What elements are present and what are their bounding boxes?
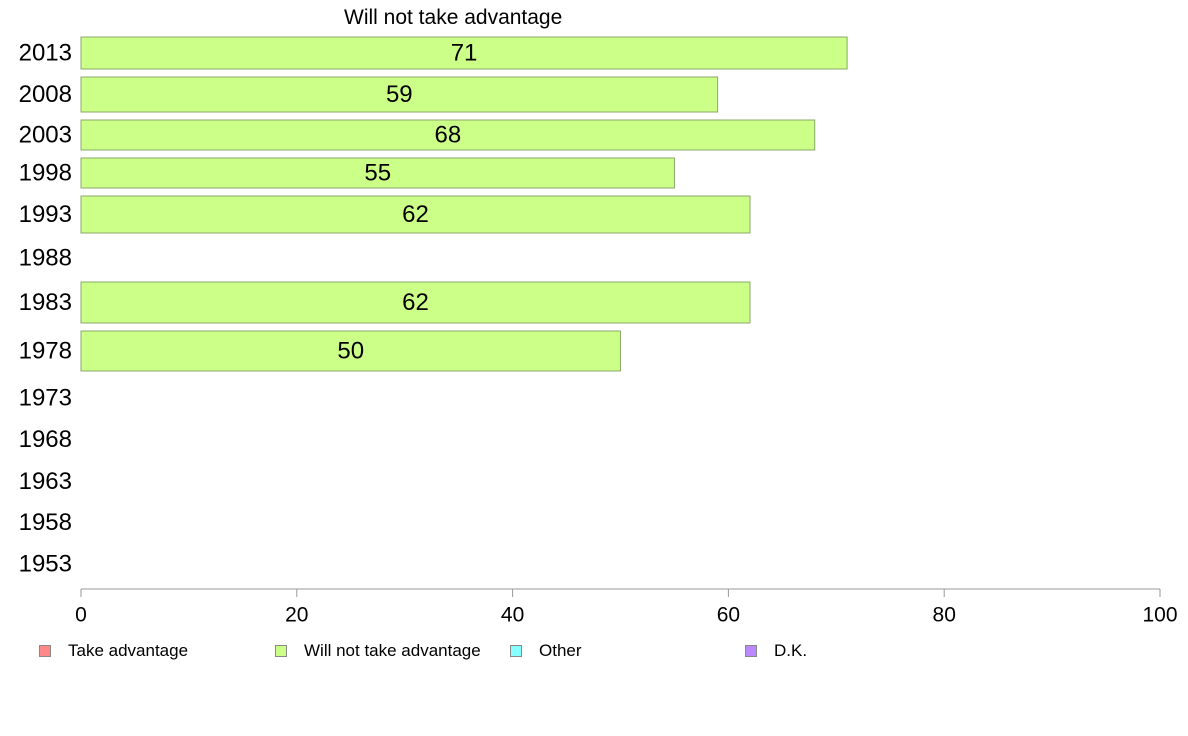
bar-1983: [80, 281, 751, 324]
y-tick-label-1978: 1978: [19, 338, 72, 365]
bar-2008: [80, 76, 719, 113]
bar-1993: [80, 195, 751, 234]
legend: Take advantage Will not take advantage O…: [0, 641, 1188, 665]
y-tick-label-1993: 1993: [19, 201, 72, 228]
bar-2003: [80, 119, 816, 151]
y-tick-label-2008: 2008: [19, 81, 72, 108]
legend-label-other: Other: [539, 641, 582, 660]
bar-1998: [80, 157, 675, 189]
legend-label-take-advantage: Take advantage: [68, 641, 189, 660]
y-tick-label-1953: 1953: [19, 551, 72, 578]
legend-item-other: Other: [510, 641, 582, 661]
legend-label-dk: D.K.: [774, 641, 808, 660]
y-tick-label-2003: 2003: [19, 122, 72, 149]
x-tick-label-40: 40: [501, 604, 524, 627]
chart-title: Will not take advantage: [344, 6, 563, 29]
y-tick-label-1983: 1983: [19, 289, 72, 316]
legend-item-dk: D.K.: [745, 641, 807, 661]
bar-1978: [80, 330, 621, 372]
y-tick-label-1958: 1958: [19, 509, 72, 536]
data-label-1983: 62: [402, 289, 429, 316]
data-label-2003: 68: [435, 122, 462, 149]
data-label-2013: 71: [451, 40, 478, 67]
data-label-1998: 55: [364, 160, 391, 187]
x-tick-label-60: 60: [717, 604, 740, 627]
legend-label-will-not-take-advantage: Will not take advantage: [304, 641, 481, 660]
y-tick-label-1998: 1998: [19, 160, 72, 187]
legend-swatch-take-advantage: [39, 645, 51, 657]
legend-item-take-advantage: Take advantage: [39, 641, 188, 661]
y-tick-label-2013: 2013: [19, 40, 72, 67]
y-tick-label-1968: 1968: [19, 426, 72, 453]
y-tick-label-1988: 1988: [19, 245, 72, 272]
data-label-1978: 50: [337, 338, 364, 365]
bar-2013: [80, 36, 848, 70]
data-label-1993: 62: [402, 201, 429, 228]
legend-item-will-not-take-advantage: Will not take advantage: [275, 641, 481, 661]
legend-swatch-other: [510, 645, 522, 657]
y-tick-label-1963: 1963: [19, 468, 72, 495]
y-tick-label-1973: 1973: [19, 385, 72, 412]
x-tick-label-0: 0: [75, 604, 87, 627]
x-tick-label-100: 100: [1142, 604, 1177, 627]
legend-swatch-will-not-take-advantage: [275, 645, 287, 657]
x-tick-label-20: 20: [285, 604, 308, 627]
data-label-2008: 59: [386, 81, 413, 108]
x-tick-label-80: 80: [933, 604, 956, 627]
legend-swatch-dk: [745, 645, 757, 657]
